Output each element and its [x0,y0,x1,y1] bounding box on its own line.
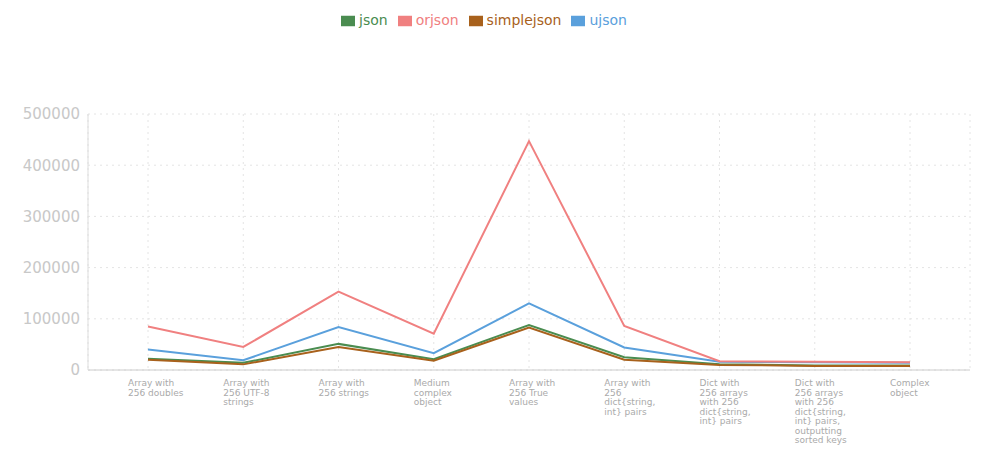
svg-text:Dict with256 arrayswith 256dic: Dict with256 arrayswith 256dict{string,i… [795,378,847,445]
html-text:orjson: orjson [415,12,459,28]
svg-text:200000: 200000 [23,259,80,277]
svg-text:Array with256dict{string,int}: Array with256dict{string,int} pairs [604,378,655,417]
svg-text:0: 0 [70,361,80,379]
svg-text:Array with256 UTF-8strings: Array with256 UTF-8strings [223,378,270,407]
svg-text:Array with256 strings: Array with256 strings [319,378,370,398]
svg-text:Mediumcomplexobject: Mediumcomplexobject [414,378,453,407]
html-text:ujson: ujson [589,12,627,28]
html-text:json: json [359,12,388,28]
svg-text:400000: 400000 [23,157,80,175]
svg-text:Complexobject: Complexobject [890,378,930,398]
svg-text:Array with256 Truevalues: Array with256 Truevalues [509,378,555,407]
svg-text:500000: 500000 [23,105,80,123]
svg-text:Array with256 doubles: Array with256 doubles [128,378,184,398]
html-text:simplejson: simplejson [486,12,562,28]
svg-text:Dict with256 arrayswith 256dic: Dict with256 arrayswith 256dict{string,i… [700,378,751,426]
svg-text:300000: 300000 [23,208,80,226]
svg-text:100000: 100000 [23,310,80,328]
